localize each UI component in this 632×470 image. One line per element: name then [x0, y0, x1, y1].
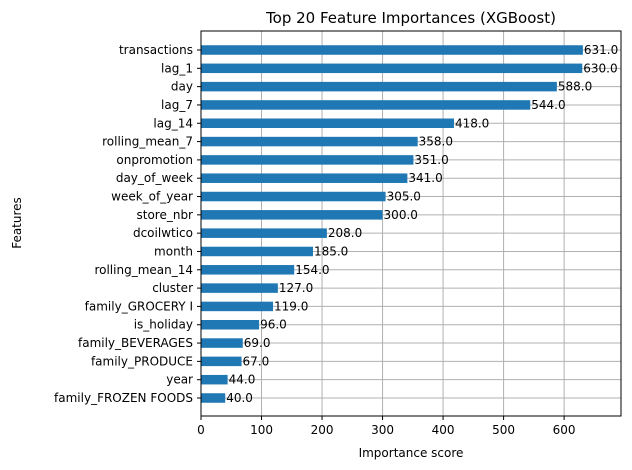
bar: [201, 118, 454, 129]
bar: [201, 100, 531, 110]
bar: [201, 356, 242, 367]
bar-value-label: 358.0: [419, 135, 453, 149]
bar-value-label: 154.0: [295, 263, 329, 277]
bar: [201, 265, 295, 275]
bar-value-label: 119.0: [274, 299, 308, 313]
category-label: family_BEVERAGES: [78, 336, 193, 350]
bar-value-label: 351.0: [414, 153, 448, 167]
x-tick-label: 500: [492, 423, 515, 437]
bar: [201, 191, 386, 202]
bar-value-label: 185.0: [314, 244, 348, 258]
category-label: rolling_mean_7: [102, 135, 193, 149]
bar: [201, 283, 278, 293]
x-tick-label: 100: [250, 423, 273, 437]
bar: [201, 338, 243, 348]
category-label: day_of_week: [116, 171, 193, 185]
category-label: family_PRODUCE: [91, 354, 193, 368]
bar-value-label: 69.0: [244, 336, 271, 350]
bar-value-label: 630.0: [583, 61, 617, 75]
bar: [201, 228, 327, 238]
category-label: store_nbr: [136, 208, 193, 222]
bar-value-label: 418.0: [455, 116, 489, 130]
x-tick-label: 600: [553, 423, 576, 437]
bar-value-label: 305.0: [387, 190, 421, 204]
bar-value-label: 544.0: [531, 98, 565, 112]
plot-frame: [200, 30, 622, 417]
category-label: week_of_year: [111, 190, 193, 204]
bar-value-label: 40.0: [226, 391, 253, 405]
bar: [201, 63, 583, 74]
category-label: month: [154, 244, 193, 258]
bar-value-label: 341.0: [408, 171, 442, 185]
bar: [201, 210, 383, 220]
bar: [201, 81, 557, 92]
category-label: rolling_mean_14: [94, 263, 193, 277]
bar-value-label: 300.0: [384, 208, 418, 222]
x-tick-label: 300: [371, 423, 394, 437]
chart-title: Top 20 Feature Importances (XGBoost): [265, 9, 556, 27]
bar: [201, 246, 313, 257]
bar-value-label: 588.0: [558, 80, 592, 94]
bar-value-label: 208.0: [328, 226, 362, 240]
bar: [201, 155, 414, 165]
bar: [201, 319, 260, 330]
y-axis-label: Features: [10, 197, 24, 249]
x-tick-label: 400: [432, 423, 455, 437]
category-label: lag_1: [161, 61, 193, 75]
x-tick-label: 200: [311, 423, 334, 437]
category-label: is_holiday: [134, 318, 193, 332]
category-label: onpromotion: [116, 153, 193, 167]
bar: [201, 136, 418, 147]
bar-value-label: 631.0: [584, 43, 618, 57]
bar: [201, 45, 583, 55]
bar: [201, 374, 228, 385]
category-label: family_GROCERY I: [85, 299, 193, 313]
bar-value-label: 67.0: [243, 354, 270, 368]
bar: [201, 173, 408, 183]
category-label: lag_7: [161, 98, 193, 112]
category-label: lag_14: [153, 116, 193, 130]
bar-value-label: 127.0: [279, 281, 313, 295]
bar: [201, 393, 226, 403]
bar-value-label: 96.0: [260, 318, 287, 332]
category-label: transactions: [119, 43, 193, 57]
bars: [201, 45, 583, 403]
category-label: cluster: [152, 281, 193, 295]
category-label: family_FROZEN FOODS: [54, 391, 193, 405]
x-tick-label: 0: [197, 423, 205, 437]
bar: [201, 301, 274, 312]
x-axis-label: Importance score: [359, 446, 464, 460]
category-label: year: [166, 373, 193, 387]
x-axis-ticks: 0 100 200 300 400 500 600: [197, 416, 576, 437]
category-label: dcoilwtico: [133, 226, 193, 240]
bar-value-label: 44.0: [229, 373, 256, 387]
category-label: day: [171, 80, 193, 94]
